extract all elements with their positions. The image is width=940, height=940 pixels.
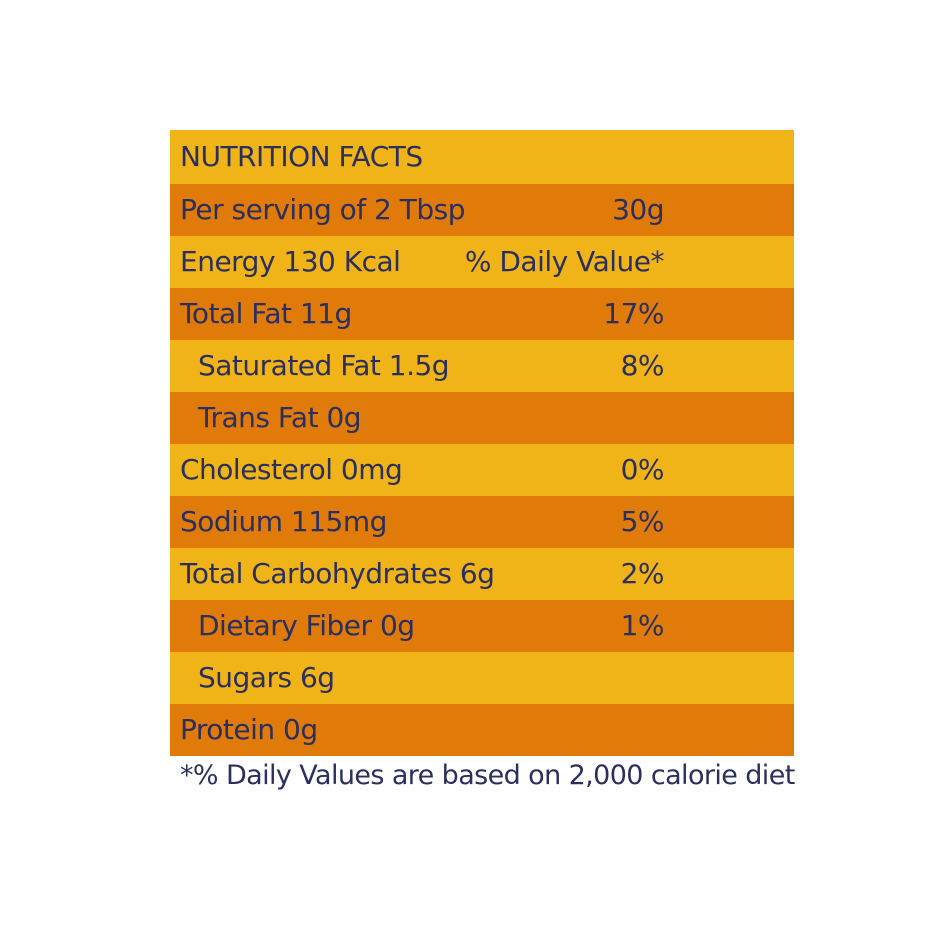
dietary-fiber-row: Dietary Fiber 0g 1%	[170, 600, 794, 652]
sugars-row: Sugars 6g	[170, 652, 794, 704]
total-fat-row: Total Fat 11g 17%	[170, 288, 794, 340]
daily-value-header: % Daily Value*	[464, 245, 665, 278]
trans-fat-label: Trans Fat 0g	[198, 401, 362, 434]
saturated-fat-label: Saturated Fat 1.5g	[198, 349, 450, 382]
saturated-fat-value: 8%	[620, 349, 665, 382]
sodium-label: Sodium 115mg	[180, 505, 387, 538]
energy-row: Energy 130 Kcal % Daily Value*	[170, 236, 794, 288]
cholesterol-label: Cholesterol 0mg	[180, 453, 403, 486]
cholesterol-row: Cholesterol 0mg 0%	[170, 444, 794, 496]
total-fat-value: 17%	[603, 297, 664, 330]
total-carbohydrates-label: Total Carbohydrates 6g	[180, 557, 495, 590]
dietary-fiber-value: 1%	[620, 609, 665, 642]
sugars-label: Sugars 6g	[198, 661, 335, 694]
total-fat-label: Total Fat 11g	[180, 297, 352, 330]
serving-size-value: 30g	[612, 193, 664, 226]
nutrition-facts-title-row: NUTRITION FACTS	[170, 130, 794, 184]
sodium-value: 5%	[620, 505, 665, 538]
daily-value-footnote: *% Daily Values are based on 2,000 calor…	[180, 760, 795, 791]
nutrition-facts-title: NUTRITION FACTS	[180, 140, 423, 173]
trans-fat-row: Trans Fat 0g	[170, 392, 794, 444]
total-carbohydrates-row: Total Carbohydrates 6g 2%	[170, 548, 794, 600]
serving-size-row: Per serving of 2 Tbsp 30g	[170, 184, 794, 236]
dietary-fiber-label: Dietary Fiber 0g	[198, 609, 415, 642]
protein-label: Protein 0g	[180, 713, 318, 746]
saturated-fat-row: Saturated Fat 1.5g 8%	[170, 340, 794, 392]
protein-row: Protein 0g	[170, 704, 794, 756]
total-carbohydrates-value: 2%	[620, 557, 665, 590]
cholesterol-value: 0%	[620, 453, 665, 486]
sodium-row: Sodium 115mg 5%	[170, 496, 794, 548]
nutrition-facts-panel: NUTRITION FACTS Per serving of 2 Tbsp 30…	[170, 130, 794, 756]
energy-label: Energy 130 Kcal	[180, 245, 401, 278]
serving-size-label: Per serving of 2 Tbsp	[180, 193, 465, 226]
